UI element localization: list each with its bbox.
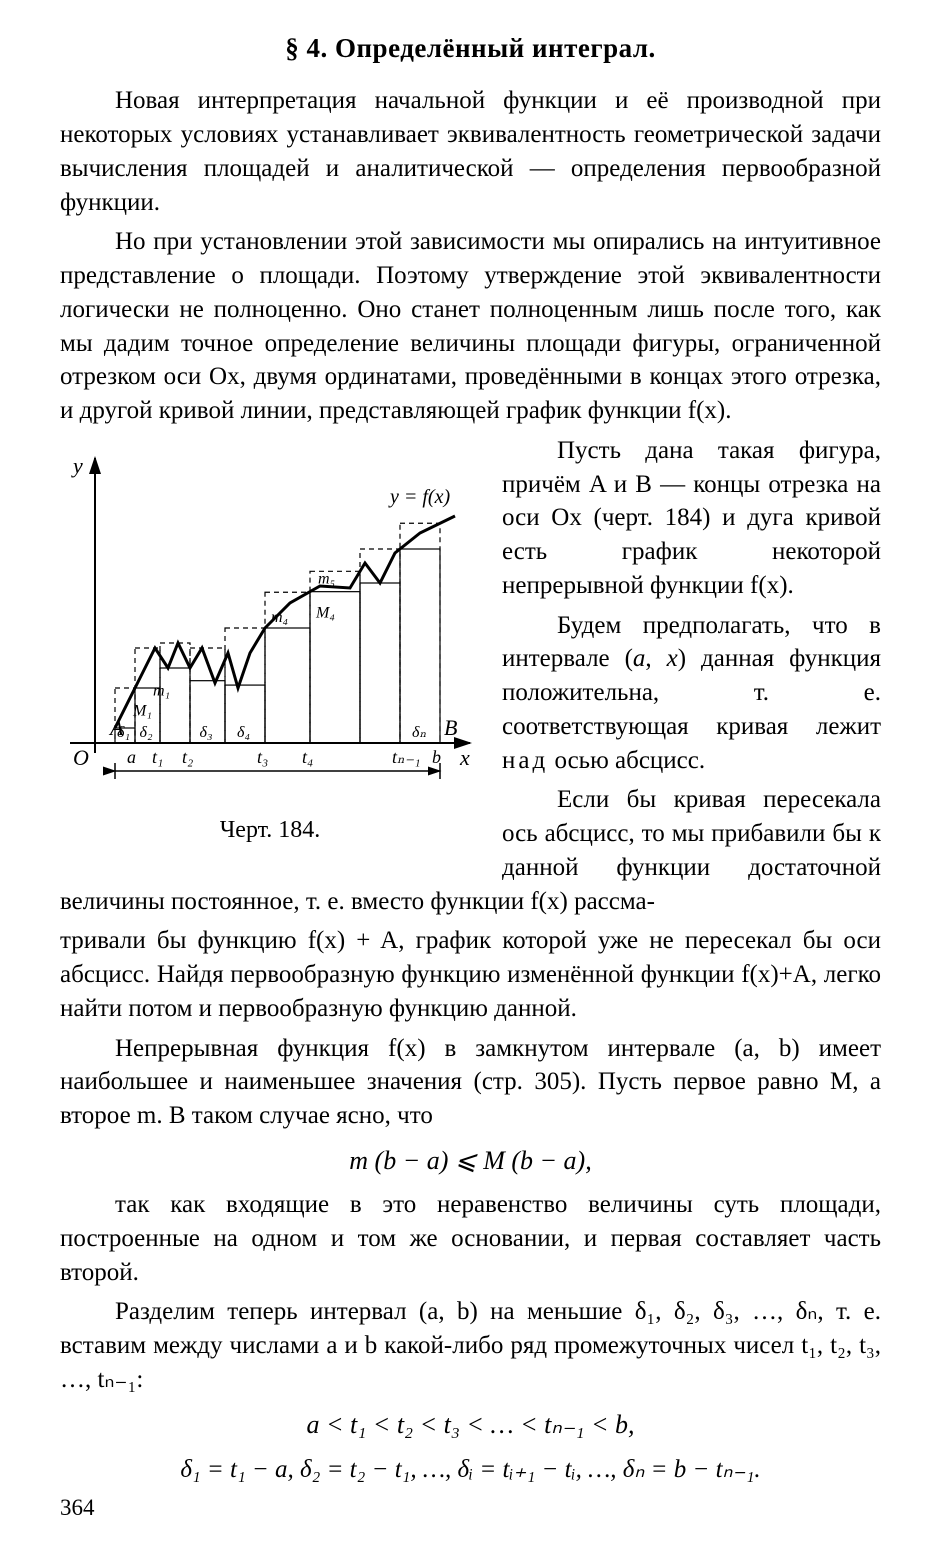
- svg-text:x: x: [459, 745, 470, 770]
- figure-text-wrap: yxOy = f(x)ABat₁t₂t₃t₄tₙ₋₁bδ₁δ₂δ₃δ₄δₙM₁m…: [60, 434, 881, 925]
- figure-184: yxOy = f(x)ABat₁t₂t₃t₄tₙ₋₁bδ₁δ₂δ₃δ₄δₙM₁m…: [60, 438, 480, 846]
- paragraph-6: Разделим теперь интервал (a, b) на меньш…: [60, 1295, 881, 1396]
- svg-text:δ₂: δ₂: [140, 724, 153, 741]
- svg-text:δ₃: δ₃: [200, 724, 213, 741]
- svg-text:m₄: m₄: [271, 609, 288, 626]
- svg-text:a: a: [127, 747, 136, 767]
- svg-text:m₁: m₁: [153, 682, 170, 699]
- page-root: § 4. Определённый интеграл. Новая интерп…: [0, 0, 941, 1563]
- svg-text:δₙ: δₙ: [412, 724, 426, 741]
- paragraph-3-continued: тривали бы функцию f(x) + A, график кото…: [60, 924, 881, 1025]
- paragraph-5: так как входящие в это неравенство велич…: [60, 1188, 881, 1289]
- svg-text:O: O: [73, 745, 89, 770]
- wrap2-spaced: над: [502, 747, 548, 774]
- page-number: 364: [60, 1492, 881, 1523]
- svg-text:t₄: t₄: [302, 747, 313, 767]
- svg-text:m₅: m₅: [318, 571, 335, 588]
- svg-text:b: b: [432, 747, 441, 767]
- svg-text:δ₁: δ₁: [117, 724, 130, 741]
- wrap2-pre: Будем предполагать, что в интервале (a, …: [502, 612, 881, 740]
- paragraph-2: Но при установлении этой зависимости мы …: [60, 225, 881, 428]
- svg-text:t₁: t₁: [152, 747, 163, 767]
- wrap2-post: осью абсцисс.: [548, 747, 705, 774]
- svg-text:t₂: t₂: [182, 747, 193, 767]
- paragraph-4: Непрерывная функция f(x) в замкнутом инт…: [60, 1032, 881, 1133]
- svg-text:M₁: M₁: [132, 702, 152, 719]
- formula-2-line2: δ₁ = t₁ − a, δ₂ = t₂ − t₁, …, δᵢ = tᵢ₊₁ …: [60, 1452, 881, 1488]
- svg-text:t₃: t₃: [257, 747, 268, 767]
- riemann-diagram: yxOy = f(x)ABat₁t₂t₃t₄tₙ₋₁bδ₁δ₂δ₃δ₄δₙM₁m…: [60, 438, 480, 798]
- formula-1: m (b − a) ⩽ M (b − a),: [60, 1143, 881, 1178]
- svg-text:y = f(x): y = f(x): [388, 486, 450, 508]
- svg-text:y: y: [71, 453, 83, 478]
- svg-text:δ₄: δ₄: [237, 724, 250, 741]
- svg-text:M₄: M₄: [315, 605, 335, 622]
- section-title: § 4. Определённый интеграл.: [60, 30, 881, 66]
- svg-text:tₙ₋₁: tₙ₋₁: [392, 747, 421, 767]
- paragraph-1: Новая интерпретация начальной функции и …: [60, 84, 881, 219]
- figure-caption: Черт. 184.: [60, 814, 480, 846]
- svg-text:B: B: [444, 715, 457, 740]
- formula-2-line1: a < t₁ < t₂ < t₃ < … < tₙ₋₁ < b,: [60, 1407, 881, 1442]
